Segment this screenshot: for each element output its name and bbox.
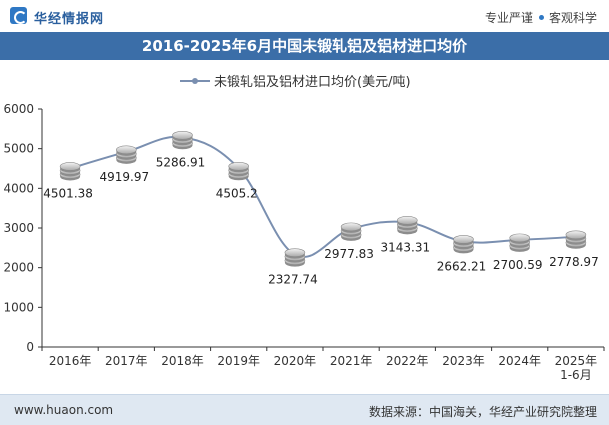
- x-tick-label: 2025年 1-6月: [555, 354, 598, 382]
- x-tick-label: 2022年: [386, 354, 429, 368]
- coin-stack-marker[interactable]: [59, 162, 81, 181]
- coin-icon: [59, 162, 81, 171]
- coin-stack-marker[interactable]: [228, 161, 249, 181]
- data-label: 4501.38: [43, 186, 93, 200]
- data-label: 2977.83: [324, 247, 374, 261]
- y-tick-label: 4000: [3, 181, 34, 195]
- data-label: 2662.21: [437, 259, 487, 273]
- slogan: 专业严谨 客观科学: [485, 9, 597, 26]
- series-line: [69, 135, 576, 258]
- coin-icon: [565, 230, 587, 240]
- coin-icon: [284, 248, 306, 257]
- x-tick-label: 2020年: [274, 354, 317, 368]
- coin-icon: [228, 161, 249, 171]
- huajing-logo-icon: [10, 7, 27, 24]
- footer: www.huaon.com 数据来源：中国海关，华经产业研究院整理: [0, 394, 609, 425]
- coin-stack-marker[interactable]: [116, 145, 137, 164]
- y-tick-label: 1000: [3, 300, 34, 314]
- data-label: 3143.31: [380, 240, 430, 254]
- x-tick-label: 2024年: [498, 354, 541, 368]
- slogan-right: 客观科学: [548, 11, 597, 25]
- legend-dot-marker: [192, 78, 198, 84]
- line-chart: 未锻轧铝及铝材进口均价(美元/吨) 0 1000 2000 3000 4000 5000 6…: [3, 75, 605, 382]
- data-source: 数据来源：中国海关，华经产业研究院整理: [368, 405, 597, 419]
- coin-stack-marker[interactable]: [396, 216, 418, 235]
- coin-stack-marker[interactable]: [284, 248, 306, 267]
- x-tick-label: 2023年: [442, 354, 485, 368]
- data-label: 5286.91: [156, 155, 206, 169]
- chart-title: 2016-2025年6月中国未锻轧铝及铝材进口均价: [141, 37, 468, 55]
- website-link[interactable]: www.huaon.com: [14, 403, 114, 417]
- coin-stack-marker[interactable]: [565, 230, 587, 249]
- top-bar: 华经情报网 专业严谨 客观科学: [0, 0, 609, 32]
- coin-icon: [172, 130, 193, 140]
- coin-icon: [340, 222, 362, 232]
- x-tick-label: 2017年: [105, 354, 148, 368]
- y-tick-label: 0: [26, 340, 34, 354]
- coin-stack-marker[interactable]: [509, 233, 531, 252]
- coin-icon: [453, 235, 474, 244]
- logo-text: 华经情报网: [34, 12, 105, 27]
- x-tick-label: 2016年: [49, 354, 92, 368]
- data-label: 2700.59: [493, 258, 543, 272]
- coin-stack-marker[interactable]: [172, 130, 193, 150]
- coin-stack-marker[interactable]: [453, 235, 474, 254]
- y-tick-label: 3000: [3, 221, 34, 235]
- data-label: 4919.97: [99, 170, 149, 184]
- data-label: 2327.74: [268, 273, 318, 287]
- coin-stack-marker[interactable]: [340, 222, 362, 241]
- y-tick-label: 2000: [3, 261, 34, 275]
- coin-icon: [116, 145, 137, 155]
- legend-label: 未锻轧铝及铝材进口均价(美元/吨): [214, 75, 411, 90]
- y-tick-label: 5000: [3, 142, 34, 156]
- x-tick-label: 2021年: [330, 354, 373, 368]
- slogan-left: 专业严谨: [484, 11, 533, 25]
- bullet-dot-icon: [538, 15, 544, 20]
- chart-legend: 未锻轧铝及铝材进口均价(美元/吨): [180, 75, 411, 90]
- coin-icon: [509, 233, 531, 243]
- y-tick-label: 6000: [3, 102, 34, 116]
- x-tick-label: 2019年: [217, 354, 260, 368]
- x-tick-label: 2018年: [161, 354, 204, 368]
- data-label: 4505.2: [216, 186, 258, 200]
- data-label: 2778.97: [549, 255, 599, 269]
- title-bar: 2016-2025年6月中国未锻轧铝及铝材进口均价: [0, 32, 609, 60]
- coin-icon: [396, 216, 418, 225]
